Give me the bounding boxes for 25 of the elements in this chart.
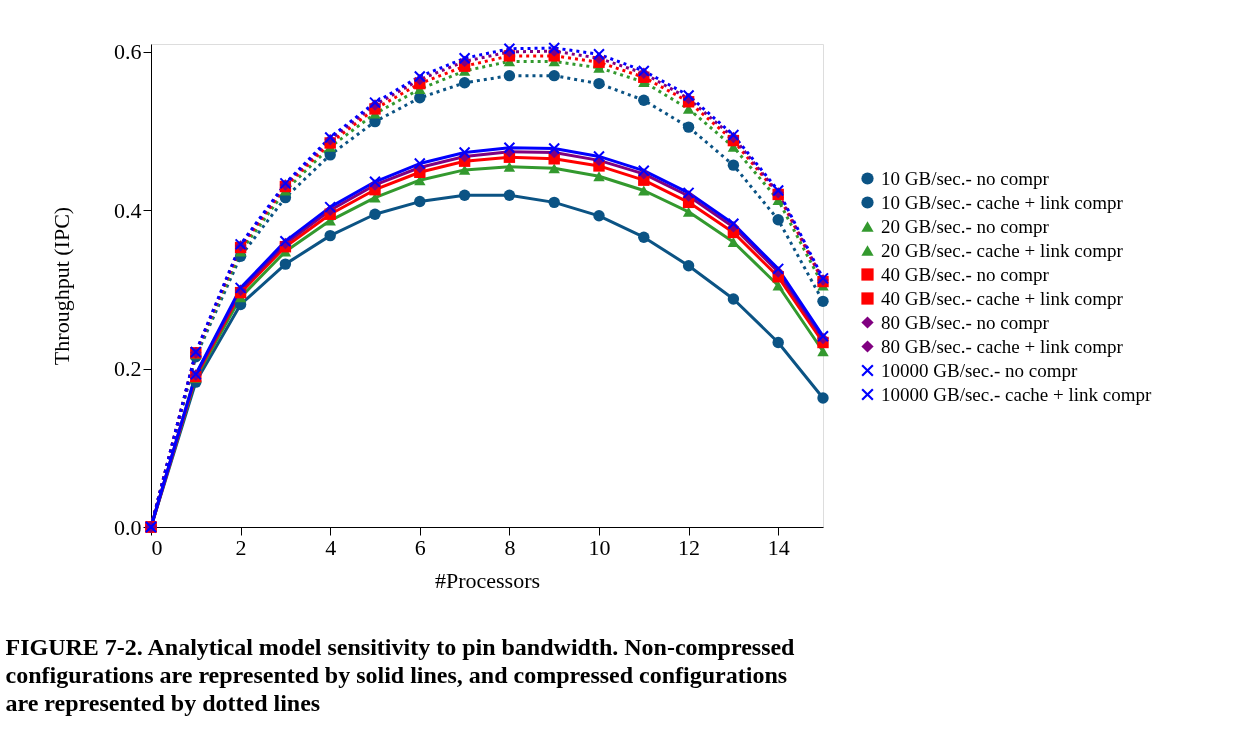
y-axis-title: Throughput (IPC) — [49, 206, 74, 366]
x-tick-label: 12 — [678, 534, 701, 560]
legend-label: 10000 GB/sec.- cache + link compr — [881, 383, 1152, 405]
x-tick-label: 14 — [767, 534, 790, 560]
legend-label: 40 GB/sec.- no compr — [881, 263, 1050, 285]
y-tick-label: 0.2 — [114, 356, 142, 382]
legend-label: 80 GB/sec.- cache + link compr — [881, 335, 1124, 357]
legend-label: 20 GB/sec.- cache + link compr — [881, 239, 1124, 261]
x-tick-label: 2 — [235, 534, 247, 560]
x-tick-label: 8 — [504, 534, 516, 560]
legend-label: 10 GB/sec.- cache + link compr — [881, 191, 1124, 213]
legend-label: 10 GB/sec.- no compr — [881, 167, 1050, 189]
text: FIGURE 7-2. Analytical model sensitivity to pin bandwidth. Non-compressed configurations are represented by solid lines, and compressed configurations are represented by dotted lines — [5, 634, 796, 716]
x-axis-title: #Processors — [434, 567, 541, 593]
legend-label: 80 GB/sec.- no compr — [881, 311, 1050, 333]
x-tick-label: 10 — [588, 534, 611, 560]
x-tick-label: 4 — [325, 534, 337, 560]
x-tick-label: 6 — [414, 534, 426, 560]
legend-label: 10000 GB/sec.- no compr — [881, 359, 1078, 381]
y-tick-label: 0.6 — [114, 39, 142, 65]
y-tick-label: 0.4 — [114, 197, 142, 223]
x-tick-label: 0 — [151, 534, 163, 560]
legend-label: 40 GB/sec.- cache + link compr — [881, 287, 1124, 309]
legend-label: 20 GB/sec.- no compr — [881, 215, 1050, 237]
y-tick-label: 0.0 — [114, 514, 142, 540]
